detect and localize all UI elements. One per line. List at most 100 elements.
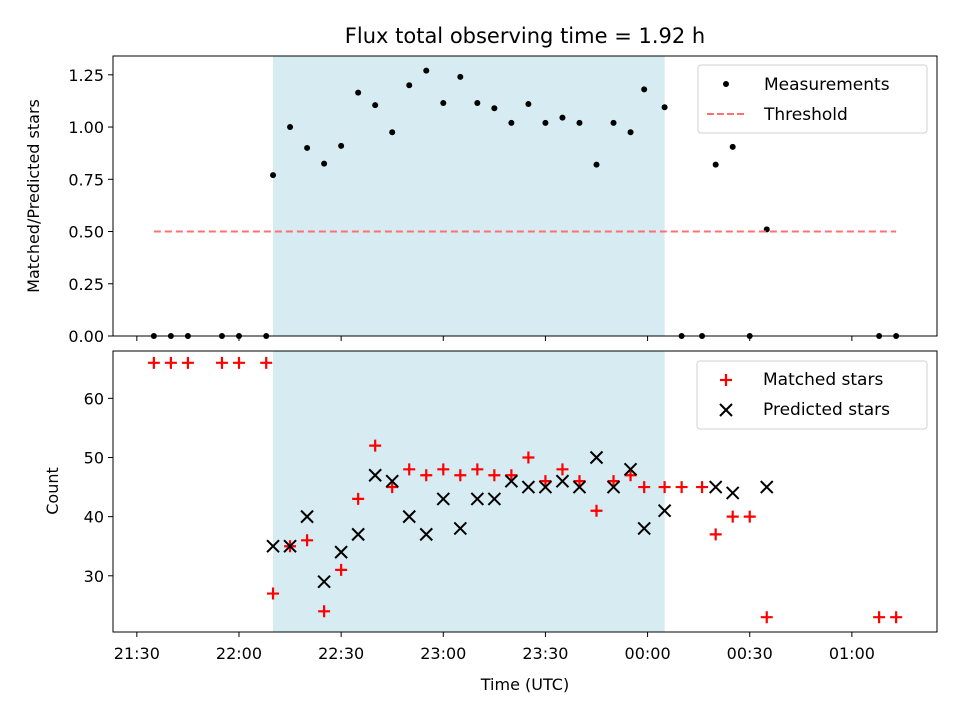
count-axes-frame [112, 350, 938, 633]
predicted-star-point [504, 474, 519, 488]
matched-star-point [675, 481, 688, 494]
matched-star-point [260, 356, 273, 369]
measurement-point [542, 119, 549, 126]
y-tick-label: 40 [84, 508, 104, 527]
y-tick-label: 0.50 [68, 223, 104, 242]
x-tick-label: 00:00 [625, 644, 671, 663]
matched-star-point [624, 469, 637, 482]
x-tick-label: 00:30 [727, 644, 773, 663]
predicted-stars-series [266, 450, 774, 589]
measurement-point [641, 86, 648, 93]
y-tick-label: 0.25 [68, 275, 104, 294]
matched-star-point [352, 492, 365, 505]
legend-threshold-label: Threshold [763, 105, 848, 125]
matched-star-point [556, 463, 569, 476]
matched-star-point [386, 481, 399, 494]
matched-stars-series [147, 356, 903, 624]
matched-star-point [743, 510, 756, 523]
predicted-star-point [572, 480, 587, 494]
measurement-point [270, 172, 277, 179]
predicted-star-point [300, 509, 314, 524]
matched-star-point [147, 356, 160, 369]
legend-measurements-marker [723, 81, 729, 87]
matched-star-point [420, 469, 433, 482]
predicted-star-point [385, 474, 399, 488]
measurement-point [712, 161, 719, 168]
predicted-star-point [760, 480, 774, 494]
measurement-point [304, 144, 311, 151]
matched-star-point [454, 469, 467, 482]
observing-span-shading [273, 351, 665, 632]
measurement-point [593, 161, 600, 168]
measurement-point [491, 105, 498, 112]
matched-star-point [522, 451, 535, 464]
count-panel: 30 40 50 60 21:30 22:00 22:30 23:00 23:30 00:00 0… [43, 350, 938, 694]
x-tick-label: 22:30 [318, 644, 364, 663]
predicted-star-point [521, 480, 536, 494]
predicted-star-point [419, 527, 433, 542]
measurement-point [338, 142, 345, 149]
predicted-star-point [606, 480, 621, 494]
matched-star-point [403, 463, 416, 476]
x-tick-label: 23:00 [420, 644, 466, 663]
predicted-star-point [351, 527, 365, 542]
y-tick-label: 0.00 [68, 327, 104, 346]
matched-star-point [726, 510, 739, 523]
legend-matched-marker [720, 374, 732, 386]
x-tick-label: 21:30 [114, 644, 160, 663]
measurement-point [457, 73, 464, 80]
measurement-point [355, 89, 362, 96]
ratio-axes-frame [112, 55, 938, 337]
matched-star-point [709, 528, 722, 541]
measurement-point [525, 101, 532, 108]
legend-predicted-label: Predicted stars [763, 400, 890, 420]
count-y-axis-label: Count [43, 467, 62, 515]
legend-matched-label: Matched stars [763, 370, 883, 390]
legend-predicted-marker [719, 403, 733, 417]
x-tick-label: 23:30 [522, 644, 568, 663]
predicted-star-point [283, 539, 297, 553]
matched-star-point [437, 463, 450, 476]
measurement-point [474, 100, 481, 107]
y-tick-label: 50 [84, 448, 104, 467]
predicted-star-point [538, 480, 553, 494]
observing-span-shading [273, 56, 665, 336]
matched-star-point [505, 469, 518, 482]
predicted-star-point [266, 539, 280, 553]
predicted-star-point [657, 504, 672, 518]
ratio-x-ticks [136, 336, 853, 341]
measurement-point [610, 119, 617, 126]
measurement-point [406, 82, 413, 89]
matched-star-point [471, 463, 484, 476]
y-tick-label: 0.75 [68, 170, 104, 189]
matched-star-point [607, 475, 620, 488]
y-tick-label: 60 [84, 389, 104, 408]
measurement-point [627, 129, 634, 136]
predicted-star-point [368, 468, 382, 482]
count-legend: Matched stars Predicted stars [696, 360, 928, 430]
y-tick-label: 1.25 [68, 66, 104, 85]
matched-star-point [696, 481, 709, 494]
x-axis-label: Time (UTC) [480, 675, 569, 694]
y-tick-label: 1.00 [68, 118, 104, 137]
ratio-legend-box [697, 64, 928, 134]
matched-star-point [760, 611, 773, 624]
predicted-star-point [555, 474, 570, 488]
matched-star-point [301, 534, 314, 547]
matched-star-point [539, 475, 552, 488]
matched-star-point [488, 469, 501, 482]
matched-star-point [658, 481, 671, 494]
matched-star-point [164, 356, 177, 369]
measurement-point [321, 160, 328, 167]
measurement-point [559, 114, 566, 121]
ratio-legend: Measurements Threshold [697, 64, 928, 134]
predicted-star-point [470, 492, 485, 506]
matched-star-point [181, 356, 194, 369]
measurement-point [389, 129, 396, 136]
measurement-point [661, 104, 668, 111]
ratio-y-axis-label: Matched/Predicted stars [24, 99, 43, 293]
predicted-star-point [453, 521, 468, 536]
matched-star-point [873, 611, 886, 624]
matched-star-point [638, 481, 651, 494]
